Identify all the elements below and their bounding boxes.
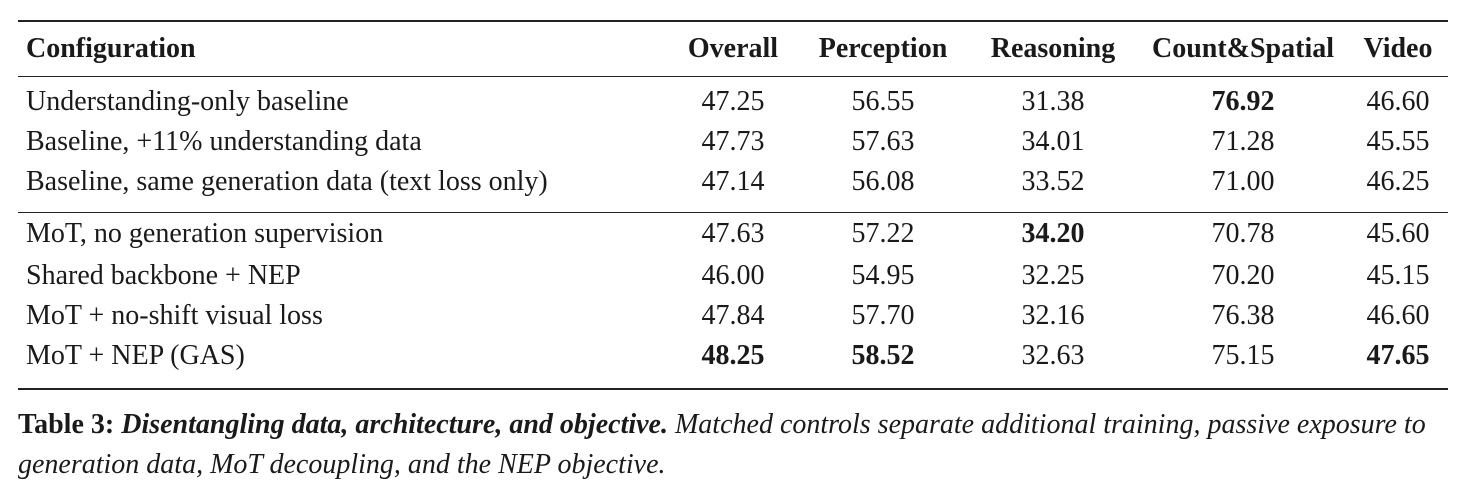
cell-value: 45.55 [1366, 126, 1430, 157]
group-rule [18, 212, 1448, 213]
caption-label: Table 3: [18, 409, 115, 440]
header-video: Video [1363, 33, 1433, 64]
cell-value: 32.63 [1021, 340, 1085, 371]
caption-title: Disentangling data, architecture, and ob… [121, 409, 668, 440]
cell-value: 47.73 [701, 126, 765, 157]
cell-configuration: MoT + NEP (GAS) [26, 340, 245, 371]
cell-value: 45.15 [1366, 260, 1430, 291]
cell-value: 71.00 [1211, 166, 1275, 197]
cell-value: 47.84 [701, 300, 765, 331]
cell-configuration: MoT + no-shift visual loss [26, 300, 323, 331]
table-row: MoT + NEP (GAS) 48.25 58.52 32.63 75.15 47.65 [18, 336, 1448, 376]
cell-value: 32.25 [1021, 260, 1085, 291]
cell-value: 54.95 [851, 260, 915, 291]
cell-configuration: Baseline, +11% understanding data [26, 126, 422, 157]
cell-value: 57.63 [851, 126, 915, 157]
bottom-rule [18, 388, 1448, 390]
cell-value: 70.20 [1211, 260, 1275, 291]
cell-configuration: Shared backbone + NEP [26, 260, 301, 291]
cell-value: 47.14 [701, 166, 765, 197]
cell-value: 47.65 [1366, 340, 1430, 371]
cell-value: 57.70 [851, 300, 915, 331]
table-caption: Table 3: Disentangling data, architectur… [18, 405, 1458, 485]
header-perception: Perception [818, 33, 948, 64]
table-row: MoT + no-shift visual loss 47.84 57.70 32.1… [18, 296, 1448, 336]
header-reasoning: Reasoning [990, 33, 1116, 64]
cell-value: 47.63 [701, 218, 765, 249]
header-rule [18, 76, 1448, 77]
cell-value: 45.60 [1366, 218, 1430, 249]
table-row: Baseline, same generation data (text los… [18, 162, 1448, 202]
results-table: Configuration Overall Perception Reasoni… [18, 24, 1448, 376]
cell-value: 34.01 [1021, 126, 1085, 157]
caption-text: Matched controls separate additional tra… [18, 409, 1426, 480]
cell-value: 75.15 [1211, 340, 1275, 371]
header-configuration: Configuration [26, 33, 196, 64]
cell-value: 57.22 [851, 218, 915, 249]
cell-value: 48.25 [701, 340, 765, 371]
cell-value: 56.08 [851, 166, 915, 197]
cell-value: 46.00 [701, 260, 765, 291]
cell-value: 71.28 [1211, 126, 1275, 157]
cell-value: 32.16 [1021, 300, 1085, 331]
table-row: Baseline, +11% understanding data 47.73 57… [18, 122, 1448, 162]
table-row: MoT, no generation supervision 47.63 57.22… [18, 202, 1448, 256]
cell-value: 46.25 [1366, 166, 1430, 197]
header-row: Configuration Overall Perception Reasoni… [18, 24, 1448, 74]
cell-value: 56.55 [851, 86, 915, 117]
cell-value: 76.92 [1211, 86, 1275, 117]
cell-value: 58.52 [851, 340, 915, 371]
cell-value: 31.38 [1021, 86, 1085, 117]
cell-configuration: Baseline, same generation data (text los… [26, 166, 548, 197]
cell-value: 46.60 [1366, 86, 1430, 117]
cell-value: 47.25 [701, 86, 765, 117]
cell-value: 33.52 [1021, 166, 1085, 197]
top-rule [18, 20, 1448, 22]
header-overall: Overall [687, 33, 779, 64]
cell-value: 46.60 [1366, 300, 1430, 331]
cell-configuration: Understanding-only baseline [26, 86, 349, 117]
cell-configuration: MoT, no generation supervision [26, 218, 384, 249]
table-row: Understanding-only baseline 47.25 56.55 31.… [18, 74, 1448, 122]
cell-value: 76.38 [1211, 300, 1275, 331]
cell-value: 70.78 [1211, 218, 1275, 249]
table-row: Shared backbone + NEP 46.00 54.95 32.25 70.2… [18, 256, 1448, 296]
header-count-spatial: Count&Spatial [1151, 33, 1335, 64]
cell-value: 34.20 [1021, 218, 1085, 249]
